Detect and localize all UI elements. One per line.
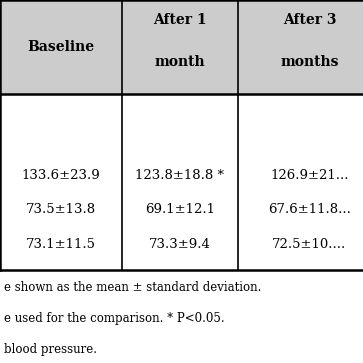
Text: Baseline: Baseline <box>27 40 94 54</box>
Text: After 3: After 3 <box>283 13 336 27</box>
Text: 67.6±11.8...: 67.6±11.8... <box>268 203 351 216</box>
Text: e used for the comparison. * P<0.05.: e used for the comparison. * P<0.05. <box>4 312 224 325</box>
Text: 123.8±18.8 *: 123.8±18.8 * <box>135 169 224 182</box>
Text: 69.1±12.1: 69.1±12.1 <box>145 203 215 216</box>
Text: 73.3±9.4: 73.3±9.4 <box>149 238 211 250</box>
Text: blood pressure.: blood pressure. <box>4 343 97 356</box>
Text: 133.6±23.9: 133.6±23.9 <box>21 169 100 182</box>
Text: 73.1±11.5: 73.1±11.5 <box>26 238 96 250</box>
Text: 73.5±13.8: 73.5±13.8 <box>26 203 96 216</box>
Text: 72.5±10....: 72.5±10.... <box>272 238 347 250</box>
Text: 126.9±21...: 126.9±21... <box>270 169 349 182</box>
Bar <box>0 0 363 94</box>
Text: e shown as the mean ± standard deviation.: e shown as the mean ± standard deviation… <box>4 281 261 294</box>
Bar <box>0 94 363 270</box>
Text: months: months <box>280 55 339 69</box>
Text: month: month <box>154 55 205 69</box>
Text: After 1: After 1 <box>153 13 207 27</box>
